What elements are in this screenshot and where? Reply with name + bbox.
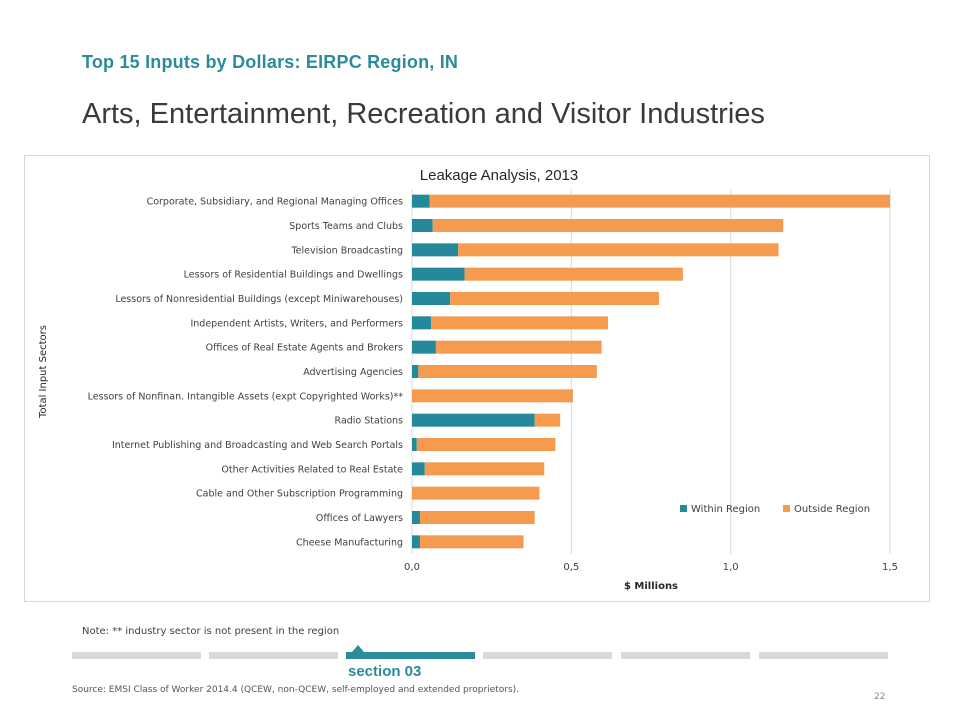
section-nav-segment-5[interactable] (621, 652, 750, 659)
section-nav-segment-4[interactable] (483, 652, 612, 659)
legend-swatch (783, 505, 790, 512)
page-title: Arts, Entertainment, Recreation and Visi… (82, 98, 765, 130)
category-label: Advertising Agencies (303, 367, 403, 378)
category-label: Cable and Other Subscription Programming (196, 489, 403, 500)
bar-within-region (412, 316, 432, 330)
bar-outside-region (418, 365, 597, 378)
bar-within-region (412, 243, 459, 257)
bar-outside-region (412, 389, 573, 403)
category-label: Cheese Manufacturing (296, 537, 403, 548)
category-label: Lessors of Nonfinan. Intangible Assets (… (88, 391, 404, 402)
category-label: Lessors of Residential Buildings and Dwe… (184, 270, 403, 281)
bar-outside-region (419, 535, 524, 549)
x-tick-label: 1,5 (882, 562, 898, 573)
category-label: Offices of Lawyers (316, 513, 403, 524)
x-tick-label: 1,0 (723, 562, 739, 573)
bar-outside-region (432, 219, 784, 232)
footnote: Note: ** industry sector is not present … (82, 626, 340, 637)
legend-swatch (680, 505, 687, 512)
bar-within-region (412, 340, 436, 354)
category-label: Internet Publishing and Broadcasting and… (112, 440, 403, 451)
section-label: section 03 (348, 663, 422, 680)
bar-outside-region (458, 243, 779, 257)
category-label: Corporate, Subsidiary, and Regional Mana… (147, 197, 403, 208)
bar-within-region (412, 462, 425, 476)
bar-within-region (412, 438, 417, 451)
bar-within-region (412, 535, 420, 549)
x-tick-label: 0,0 (404, 562, 420, 573)
bar-outside-region (431, 316, 608, 330)
bar-within-region (412, 365, 419, 378)
bar-within-region (412, 267, 465, 281)
section-marker-triangle (352, 645, 364, 652)
bar-outside-region (416, 438, 556, 451)
bar-outside-region (450, 292, 659, 305)
legend-label: Outside Region (794, 504, 870, 515)
category-label: Independent Artists, Writers, and Perfor… (190, 318, 403, 329)
bar-outside-region (429, 194, 890, 208)
bar-outside-region (464, 267, 683, 281)
chart-panel: Leakage Analysis, 2013 Corporate, Subsidi… (24, 155, 930, 602)
bar-outside-region (435, 340, 602, 354)
bar-outside-region (419, 511, 535, 524)
bar-outside-region (534, 413, 561, 427)
category-label: Television Broadcasting (290, 245, 403, 256)
legend-label: Within Region (691, 504, 760, 515)
page-number: 22 (874, 692, 886, 702)
bar-within-region (412, 413, 535, 427)
section-nav-segment-2[interactable] (209, 652, 338, 659)
chart-title: Leakage Analysis, 2013 (420, 167, 578, 184)
bar-within-region (412, 511, 420, 524)
bar-within-region (412, 292, 451, 305)
section-nav-segment-6[interactable] (759, 652, 888, 659)
x-axis-label: $ Millions (624, 581, 678, 592)
bar-outside-region (424, 462, 545, 476)
x-tick-label: 0,5 (563, 562, 579, 573)
category-label: Offices of Real Estate Agents and Broker… (206, 343, 403, 354)
bar-within-region (412, 194, 430, 208)
leakage-chart: Leakage Analysis, 2013 Corporate, Subsidi… (38, 167, 898, 592)
category-label: Radio Stations (335, 416, 403, 427)
page-kicker: Top 15 Inputs by Dollars: EIRPC Region, … (82, 52, 459, 72)
section-nav (72, 645, 888, 660)
source-citation: Source: EMSI Class of Worker 2014.4 (QCE… (72, 685, 520, 695)
category-label: Sports Teams and Clubs (289, 221, 403, 232)
bar-outside-region (412, 486, 540, 500)
category-label: Lessors of Nonresidential Buildings (exc… (115, 294, 403, 305)
section-nav-segment-1[interactable] (72, 652, 201, 659)
y-axis-label: Total Input Sectors (38, 325, 49, 419)
category-label: Other Activities Related to Real Estate (221, 464, 403, 475)
bar-within-region (412, 219, 433, 232)
section-nav-segment-3-active[interactable] (346, 652, 475, 659)
